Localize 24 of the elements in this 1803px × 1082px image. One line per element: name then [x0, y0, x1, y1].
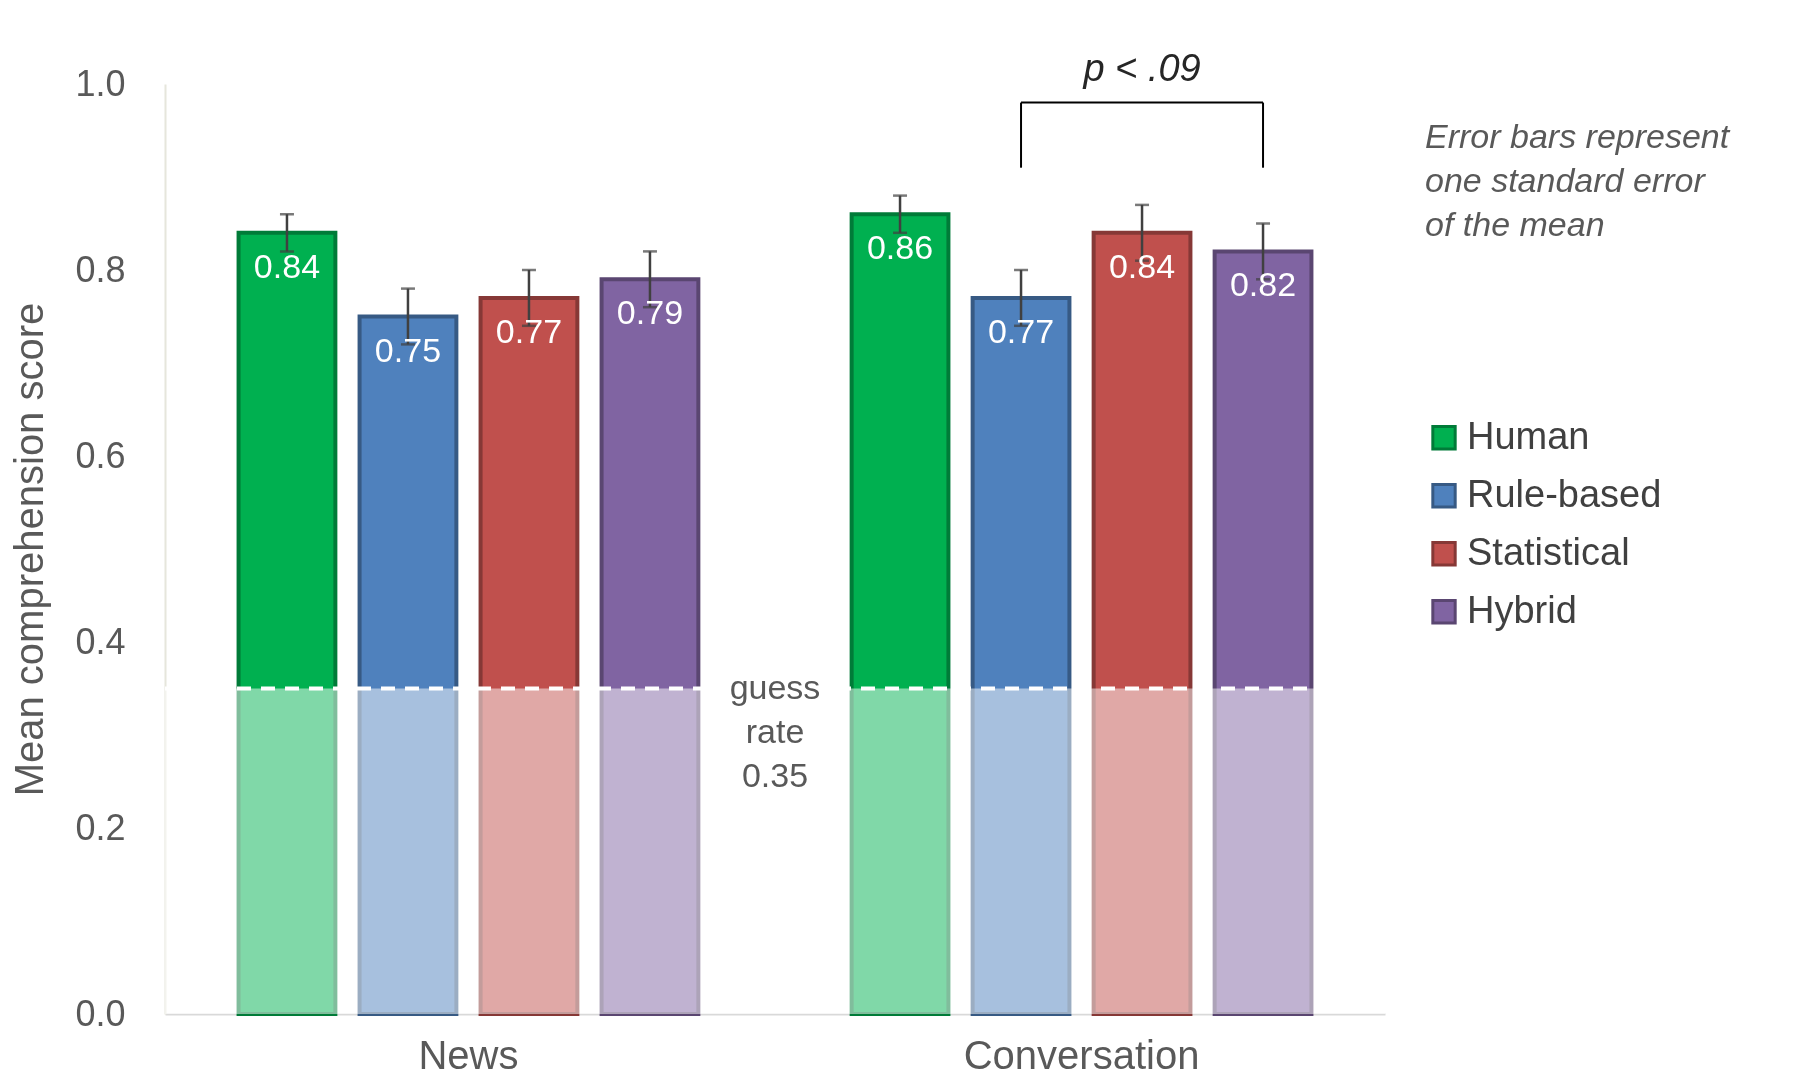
data-label: 0.77: [987, 311, 1055, 350]
data-label: 0.86: [866, 228, 934, 267]
text: Error bars represent one standard error of the mean: [1425, 117, 1731, 244]
data-label: 0.84: [253, 246, 321, 285]
y-tick-label: 0.2: [75, 806, 126, 848]
legend-label: Rule-based: [1467, 472, 1662, 515]
y-axis-title: Mean comprehension score: [7, 302, 52, 797]
legend-label: Statistical: [1467, 530, 1630, 573]
legend-label: Hybrid: [1467, 588, 1577, 631]
data-label: 0.77: [495, 311, 563, 350]
y-tick-label: 0.4: [75, 620, 126, 662]
data-label: 0.79: [616, 293, 684, 332]
y-tick-label: 1.0: [75, 62, 126, 104]
y-tick-label: 0.8: [75, 248, 126, 290]
data-label: 0.84: [1108, 246, 1176, 285]
y-tick-label: 0.6: [75, 434, 126, 476]
x-tick-label: Conversation: [963, 1032, 1200, 1077]
x-tick-label: News: [418, 1032, 519, 1077]
y-tick-label: 0.0: [75, 992, 126, 1034]
data-label: 0.75: [374, 330, 442, 369]
band-label: guess rate 0.35: [729, 667, 821, 794]
data-label: 0.82: [1229, 265, 1297, 304]
annotation: p < .09: [1082, 46, 1201, 89]
legend-label: Human: [1467, 414, 1590, 457]
